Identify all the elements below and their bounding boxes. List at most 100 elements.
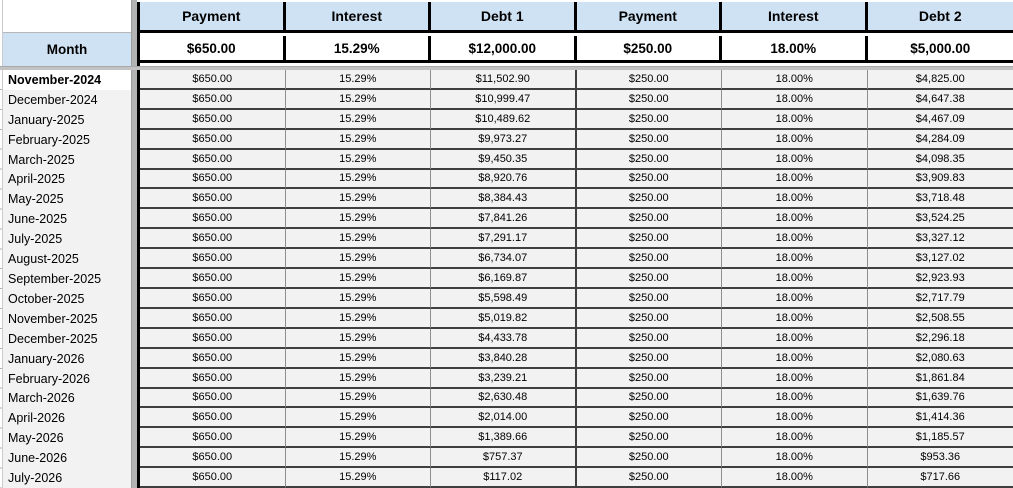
- header-payment-1[interactable]: Payment: [140, 2, 286, 30]
- table-cell[interactable]: 18.00%: [722, 169, 868, 190]
- table-cell[interactable]: $650.00: [140, 129, 286, 150]
- table-cell[interactable]: $650.00: [140, 70, 286, 90]
- setup-debt-1[interactable]: $12,000.00: [431, 36, 577, 60]
- table-cell[interactable]: $250.00: [576, 209, 722, 230]
- table-cell[interactable]: $3,524.25: [867, 209, 1013, 230]
- table-cell[interactable]: 18.00%: [722, 428, 868, 449]
- table-cell[interactable]: 15.29%: [285, 229, 431, 250]
- setup-payment-2[interactable]: $250.00: [576, 36, 722, 60]
- table-cell[interactable]: 18.00%: [722, 189, 868, 210]
- header-debt-1[interactable]: Debt 1: [431, 2, 577, 30]
- month-cell[interactable]: November-2025: [3, 308, 131, 329]
- month-cell[interactable]: August-2025: [3, 249, 131, 270]
- table-cell[interactable]: $1,639.76: [867, 388, 1013, 409]
- table-cell[interactable]: 15.29%: [285, 288, 431, 309]
- table-cell[interactable]: $250.00: [576, 408, 722, 429]
- table-cell[interactable]: $4,467.09: [867, 109, 1013, 130]
- table-cell[interactable]: $2,508.55: [867, 308, 1013, 329]
- table-cell[interactable]: 15.29%: [285, 388, 431, 409]
- table-cell[interactable]: $9,973.27: [431, 129, 577, 150]
- table-cell[interactable]: 15.29%: [285, 308, 431, 329]
- month-cell[interactable]: April-2026: [3, 408, 131, 429]
- table-cell[interactable]: 18.00%: [722, 249, 868, 270]
- table-cell[interactable]: $7,291.17: [431, 229, 577, 250]
- table-cell[interactable]: $250.00: [576, 229, 722, 250]
- table-cell[interactable]: $250.00: [576, 109, 722, 130]
- table-cell[interactable]: $250.00: [576, 288, 722, 309]
- table-cell[interactable]: $3,239.21: [431, 368, 577, 389]
- table-cell[interactable]: 18.00%: [722, 129, 868, 150]
- table-cell[interactable]: $757.37: [431, 448, 577, 469]
- table-cell[interactable]: $2,630.48: [431, 388, 577, 409]
- table-cell[interactable]: $650.00: [140, 269, 286, 289]
- frozen-column-divider[interactable]: [131, 0, 137, 488]
- table-cell[interactable]: $4,647.38: [867, 89, 1013, 110]
- table-cell[interactable]: 15.29%: [285, 129, 431, 150]
- table-cell[interactable]: $1,861.84: [867, 368, 1013, 389]
- header-interest-1[interactable]: Interest: [285, 2, 431, 30]
- table-cell[interactable]: 15.29%: [285, 448, 431, 469]
- table-cell[interactable]: $650.00: [140, 328, 286, 349]
- setup-interest-1[interactable]: 15.29%: [285, 36, 431, 60]
- table-cell[interactable]: $250.00: [576, 189, 722, 210]
- table-cell[interactable]: $250.00: [576, 89, 722, 110]
- month-cell[interactable]: May-2025: [3, 189, 131, 210]
- table-cell[interactable]: $650.00: [140, 149, 286, 170]
- month-cell[interactable]: March-2025: [3, 149, 131, 170]
- table-cell[interactable]: $650.00: [140, 169, 286, 190]
- table-cell[interactable]: 15.29%: [285, 109, 431, 130]
- table-cell[interactable]: 18.00%: [722, 388, 868, 409]
- table-cell[interactable]: 18.00%: [722, 328, 868, 349]
- table-cell[interactable]: 18.00%: [722, 109, 868, 130]
- table-cell[interactable]: $650.00: [140, 288, 286, 309]
- month-cell[interactable]: January-2026: [3, 348, 131, 369]
- table-cell[interactable]: 15.29%: [285, 249, 431, 270]
- table-cell[interactable]: 18.00%: [722, 70, 868, 90]
- table-cell[interactable]: $250.00: [576, 448, 722, 469]
- table-cell[interactable]: $7,841.26: [431, 209, 577, 230]
- table-cell[interactable]: $250.00: [576, 348, 722, 369]
- table-cell[interactable]: $117.02: [431, 468, 577, 488]
- header-debt-2[interactable]: Debt 2: [867, 2, 1013, 30]
- table-cell[interactable]: 15.29%: [285, 209, 431, 230]
- table-cell[interactable]: $650.00: [140, 448, 286, 469]
- table-cell[interactable]: 15.29%: [285, 328, 431, 349]
- table-cell[interactable]: 18.00%: [722, 308, 868, 329]
- table-cell[interactable]: $4,284.09: [867, 129, 1013, 150]
- month-cell[interactable]: July-2026: [3, 468, 131, 488]
- table-cell[interactable]: $650.00: [140, 209, 286, 230]
- table-cell[interactable]: $10,999.47: [431, 89, 577, 110]
- table-cell[interactable]: 15.29%: [285, 189, 431, 210]
- table-cell[interactable]: 15.29%: [285, 348, 431, 369]
- table-cell[interactable]: $2,080.63: [867, 348, 1013, 369]
- table-cell[interactable]: $650.00: [140, 109, 286, 130]
- table-cell[interactable]: 18.00%: [722, 288, 868, 309]
- table-cell[interactable]: $650.00: [140, 308, 286, 329]
- table-cell[interactable]: $250.00: [576, 388, 722, 409]
- table-cell[interactable]: 15.29%: [285, 408, 431, 429]
- table-cell[interactable]: $250.00: [576, 249, 722, 270]
- table-cell[interactable]: $650.00: [140, 348, 286, 369]
- table-cell[interactable]: 18.00%: [722, 448, 868, 469]
- table-cell[interactable]: $3,718.48: [867, 189, 1013, 210]
- header-interest-2[interactable]: Interest: [722, 2, 868, 30]
- month-cell[interactable]: June-2025: [3, 209, 131, 230]
- table-cell[interactable]: $3,327.12: [867, 229, 1013, 250]
- table-cell[interactable]: $717.66: [867, 468, 1013, 488]
- table-cell[interactable]: $2,014.00: [431, 408, 577, 429]
- table-cell[interactable]: 15.29%: [285, 368, 431, 389]
- frozen-row-divider[interactable]: [0, 66, 1013, 70]
- table-cell[interactable]: $953.36: [867, 448, 1013, 469]
- table-cell[interactable]: $250.00: [576, 169, 722, 190]
- table-cell[interactable]: $6,734.07: [431, 249, 577, 270]
- month-cell[interactable]: July-2025: [3, 229, 131, 250]
- table-cell[interactable]: $11,502.90: [431, 70, 577, 90]
- corner-blank-cell[interactable]: [3, 0, 131, 33]
- month-cell[interactable]: April-2025: [3, 169, 131, 190]
- table-cell[interactable]: $650.00: [140, 388, 286, 409]
- table-cell[interactable]: $1,414.36: [867, 408, 1013, 429]
- table-cell[interactable]: $650.00: [140, 368, 286, 389]
- table-cell[interactable]: $6,169.87: [431, 269, 577, 289]
- table-cell[interactable]: $250.00: [576, 269, 722, 289]
- table-cell[interactable]: $3,127.02: [867, 249, 1013, 270]
